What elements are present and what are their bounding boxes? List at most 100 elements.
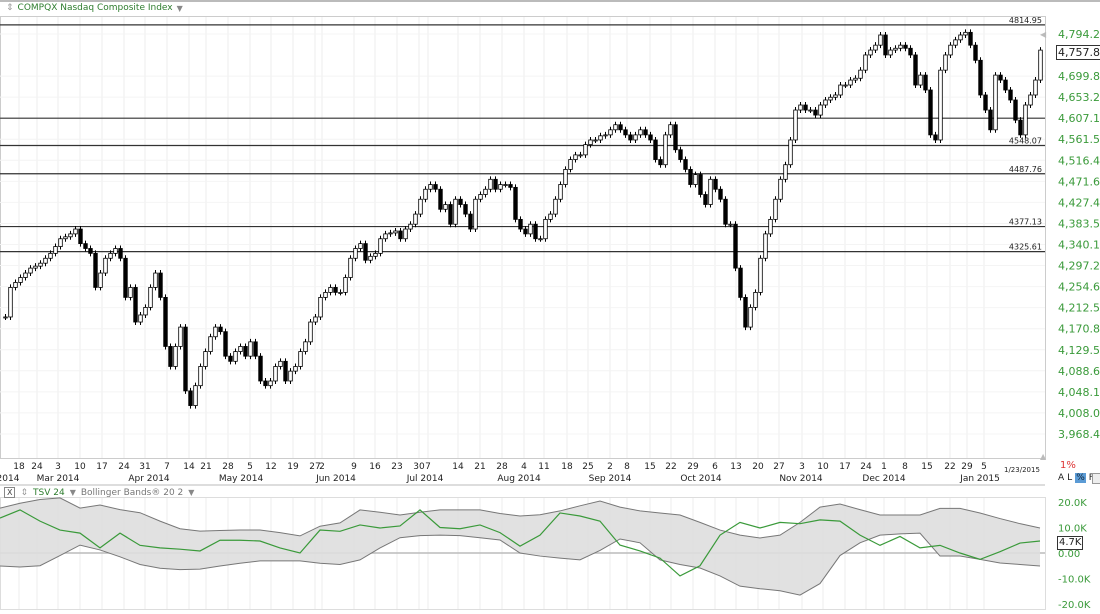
chevron-down-icon[interactable]: ▼	[69, 488, 76, 497]
candle-body	[683, 159, 688, 170]
scroll-up-icon[interactable]: ▲	[1040, 452, 1047, 461]
date-tick-label: 2	[319, 462, 325, 472]
date-tick-label: 27	[309, 462, 320, 472]
chevron-down-icon[interactable]: ▼	[176, 3, 183, 13]
price-axis-label: 3,968.40	[1058, 428, 1100, 441]
scale-button-l[interactable]: L	[1067, 473, 1073, 483]
candle-body	[298, 351, 303, 367]
drag-handle-icon[interactable]: ⇕	[20, 487, 29, 498]
candle-body	[468, 213, 473, 230]
candle-body	[488, 178, 493, 190]
date-tick-label: 13	[730, 462, 741, 472]
candle-body	[543, 218, 548, 240]
candle-body	[978, 59, 983, 96]
candle-body	[458, 198, 463, 205]
candle-body	[588, 139, 593, 146]
candle-body	[38, 262, 43, 267]
candle-body	[378, 238, 383, 254]
candle-body	[308, 321, 313, 343]
candle-body	[703, 194, 708, 205]
candle-body	[998, 74, 1003, 81]
indicator-name[interactable]: TSV 24	[33, 487, 65, 498]
candle-body	[968, 31, 973, 46]
candle-body	[873, 44, 878, 51]
candle-body	[343, 277, 348, 293]
candle-body	[283, 360, 288, 382]
candle-body	[858, 69, 863, 79]
candle-body	[523, 228, 528, 235]
candle-body	[928, 89, 933, 136]
candle-body	[443, 204, 448, 210]
candle-body	[333, 287, 338, 293]
candle-body	[578, 154, 583, 157]
candle-body	[218, 326, 223, 333]
candle-body	[778, 178, 783, 200]
candle-body	[678, 149, 683, 160]
chart-title-text: COMPQX Nasdaq Composite Index	[17, 3, 173, 13]
candle-body	[1018, 119, 1023, 136]
scale-button-percent[interactable]: %	[1075, 473, 1086, 483]
date-tick-label: 17	[839, 462, 850, 472]
candle-body	[798, 104, 803, 111]
chart-title[interactable]: ⇕ COMPQX Nasdaq Composite Index ▼	[6, 3, 183, 13]
candle-body	[198, 366, 203, 387]
price-axis-label: 4,170.83	[1058, 323, 1100, 336]
candle-body	[438, 188, 443, 210]
candle-body	[43, 257, 48, 264]
date-tick-label: 18	[13, 462, 25, 472]
candle-body	[23, 272, 28, 278]
candle-body	[123, 257, 128, 298]
candle-body	[258, 355, 263, 382]
drag-handle-icon[interactable]: ⇕	[6, 3, 14, 13]
candle-body	[753, 292, 758, 308]
close-indicator-button[interactable]: X	[4, 487, 16, 498]
scale-button-f[interactable]: F	[1089, 473, 1094, 483]
candle-body	[393, 230, 398, 234]
candle-body	[913, 54, 918, 86]
month-label: Oct 2014	[680, 474, 722, 484]
candle-body	[848, 79, 853, 86]
candle-body	[933, 134, 938, 141]
candle-body	[1023, 104, 1028, 136]
candle-body	[788, 139, 793, 166]
overlay-name[interactable]: Bollinger Bands® 20 2	[80, 487, 184, 498]
candle-body	[1003, 79, 1008, 91]
candle-body	[1033, 79, 1038, 96]
candle-body	[58, 238, 63, 247]
indicator-axis-label: -20.0K	[1058, 600, 1091, 611]
candle-body	[108, 252, 113, 259]
date-tick-label: 24	[118, 462, 130, 472]
price-axis-label: 4,297.21	[1058, 260, 1100, 273]
candle-body	[303, 341, 308, 352]
month-label: Aug 2014	[497, 474, 541, 484]
chevron-down-icon[interactable]: ▼	[188, 488, 195, 497]
scale-button-a[interactable]: A	[1058, 473, 1065, 483]
candle-body	[853, 77, 858, 81]
candle-body	[718, 188, 723, 200]
scroll-left-icon[interactable]: ◀	[1040, 30, 1047, 39]
candle-body	[943, 54, 948, 71]
month-label: Sep 2014	[589, 474, 632, 484]
price-axis-label: 4,471.69	[1058, 175, 1100, 188]
panel-settings-icon[interactable]	[1092, 473, 1100, 484]
candle-body	[233, 351, 238, 362]
candle-body	[193, 385, 198, 406]
price-axis-label: 4,008.09	[1058, 407, 1100, 420]
candle-body	[633, 134, 638, 141]
month-label: Jan 2015	[959, 474, 1000, 484]
candle-body	[738, 267, 743, 298]
candle-body	[413, 213, 418, 225]
candle-body	[313, 316, 318, 323]
indicator-axis-label: -10.0K	[1058, 575, 1091, 586]
end-date-label: 1/23/2015	[1004, 466, 1040, 474]
candle-body	[688, 169, 693, 185]
candle-body	[338, 292, 343, 294]
candle-body	[903, 44, 908, 49]
candle-body	[153, 272, 158, 288]
candle-body	[358, 243, 363, 249]
candle-body	[83, 243, 88, 249]
price-axis-label: 4,794.26	[1058, 28, 1100, 41]
date-tick-label: 11	[538, 462, 549, 472]
candle-body	[963, 31, 968, 36]
